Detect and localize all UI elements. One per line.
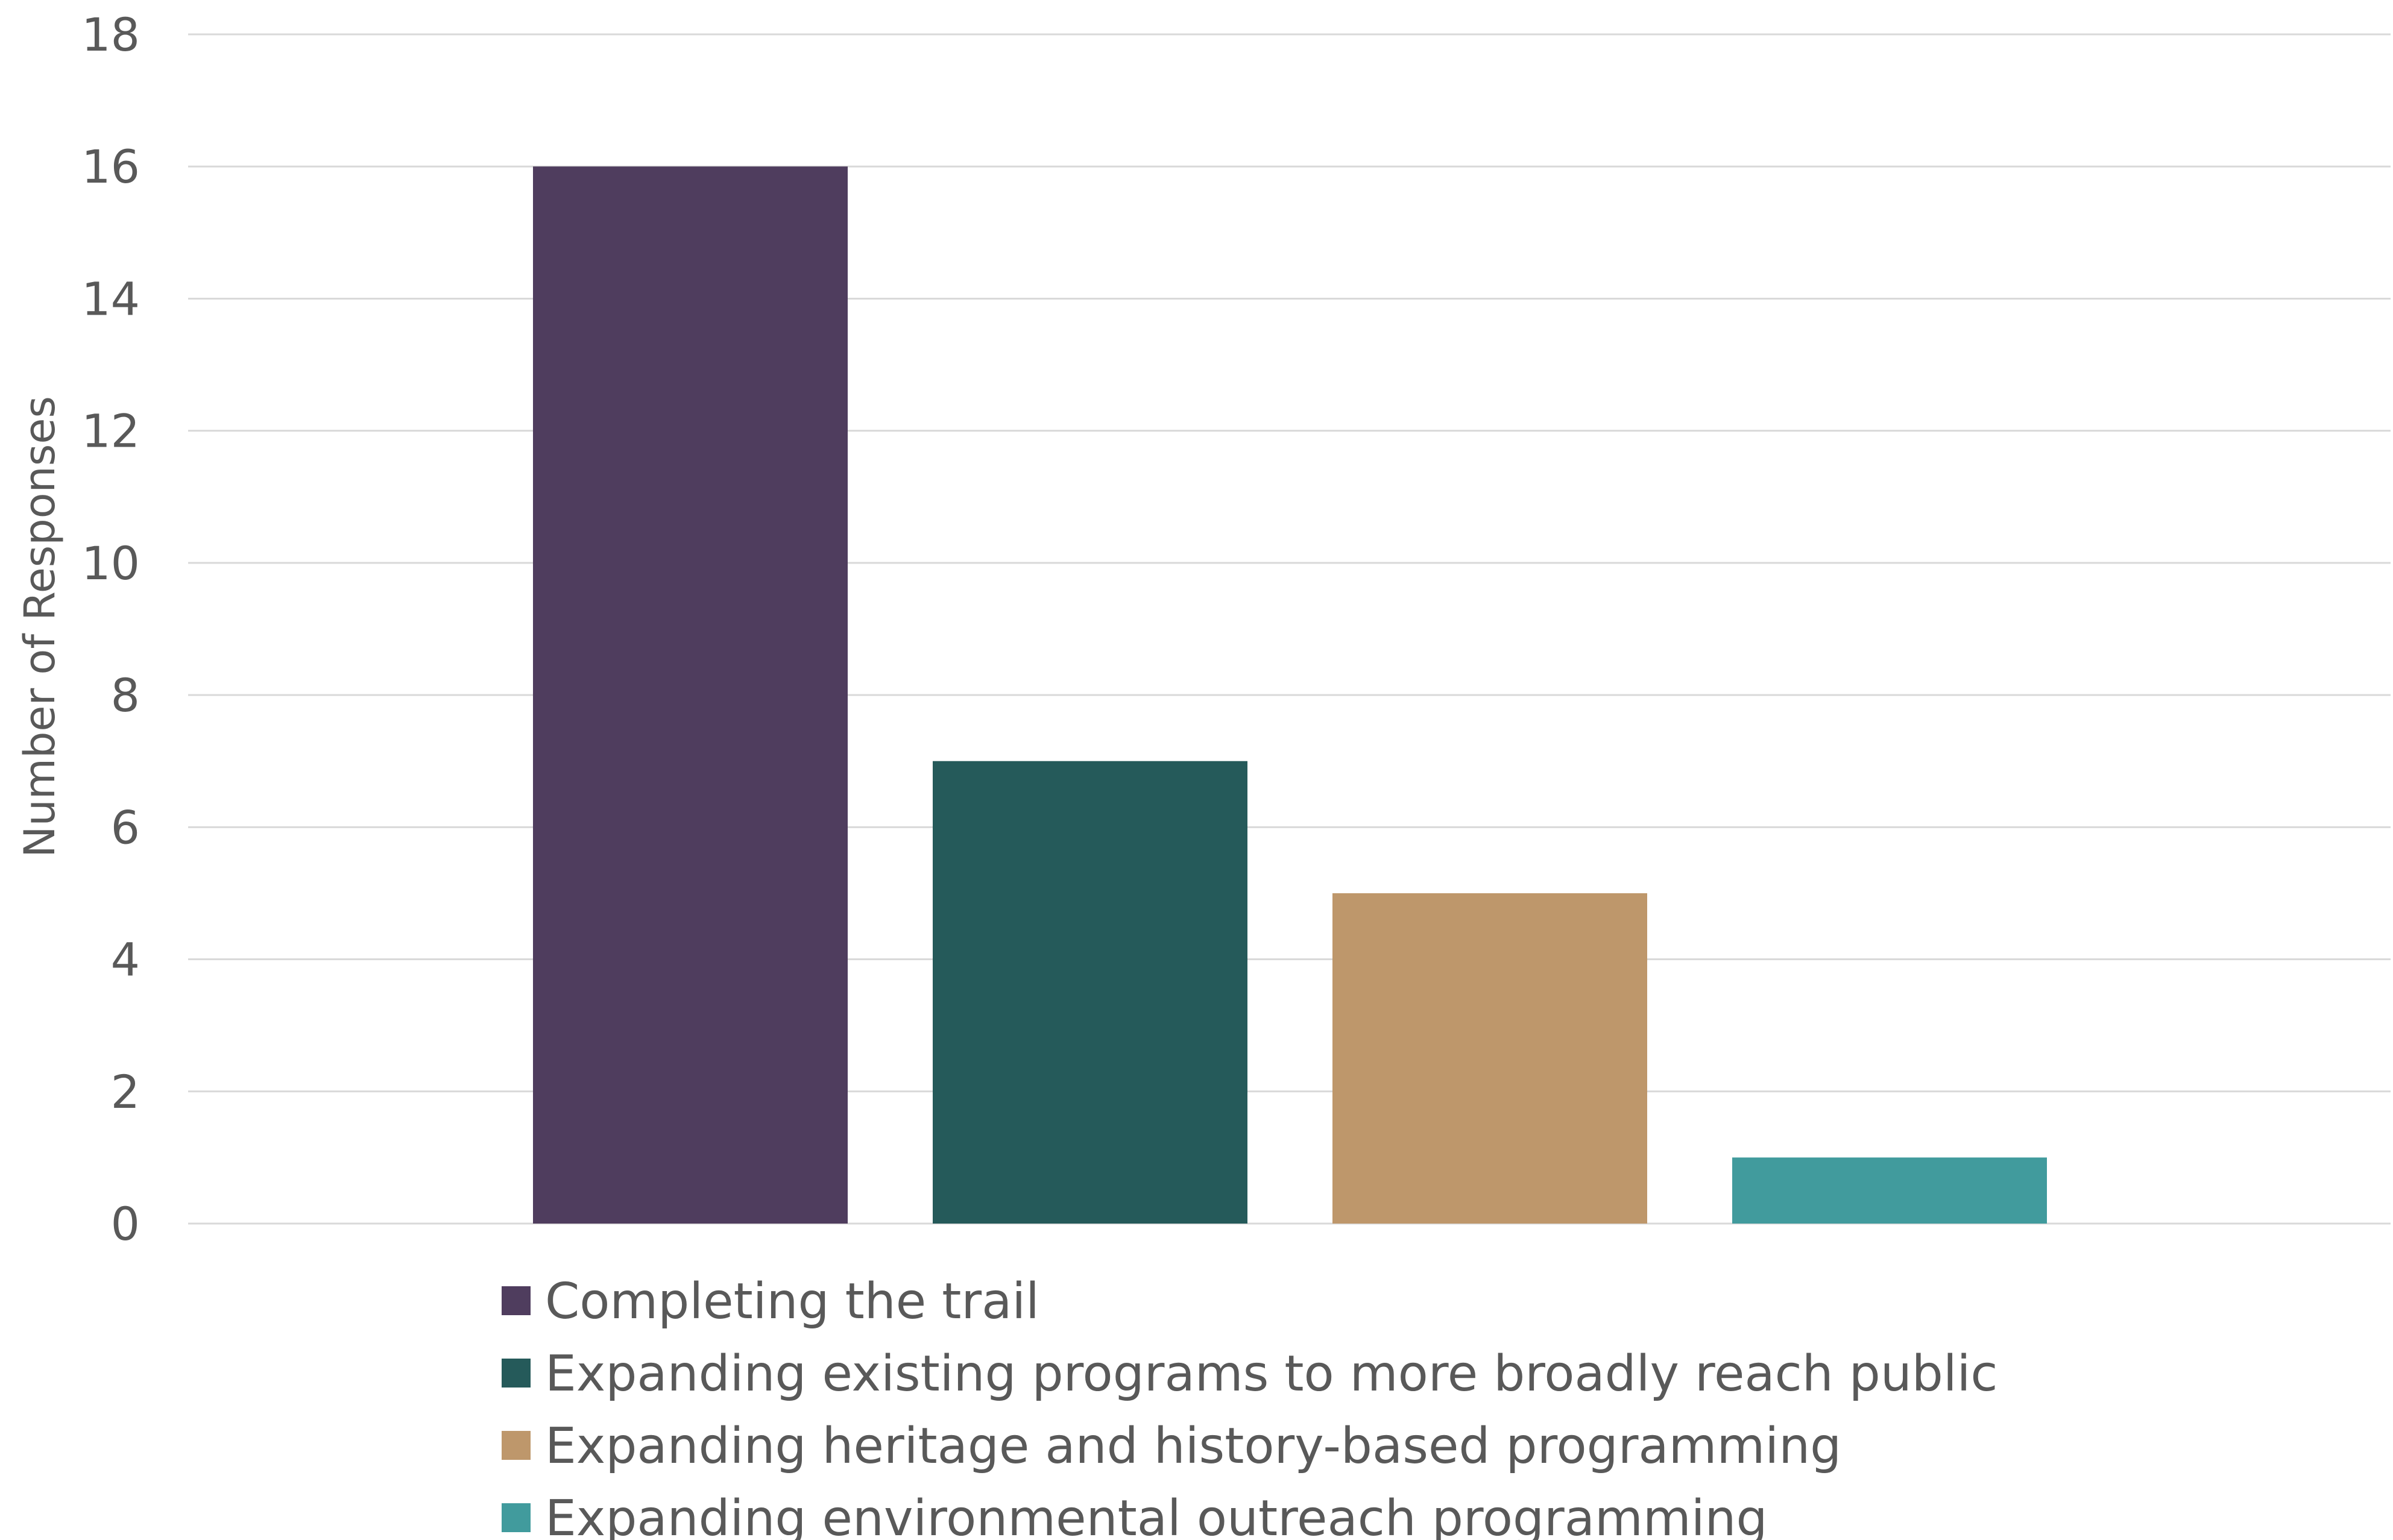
bar-1 xyxy=(533,166,848,1224)
legend-swatch xyxy=(502,1503,531,1532)
legend-label: Expanding existing programs to more broa… xyxy=(545,1345,1998,1403)
gridlines xyxy=(188,33,2391,1225)
y-tick-label: 12 xyxy=(81,404,140,458)
y-tick-label: 18 xyxy=(81,8,140,61)
bar-3 xyxy=(1332,893,1647,1224)
y-axis-ticks: 0 2 4 6 8 10 12 14 16 18 xyxy=(81,8,140,1251)
legend-item: Expanding environmental outreach program… xyxy=(502,1490,1768,1540)
y-axis-title: Number of Responses xyxy=(15,396,65,858)
y-tick-label: 14 xyxy=(81,272,140,325)
legend-item: Completing the trail xyxy=(502,1273,1039,1330)
y-tick-label: 8 xyxy=(111,668,140,722)
y-tick-label: 4 xyxy=(111,933,140,987)
legend-swatch xyxy=(502,1431,531,1460)
legend-item: Expanding existing programs to more broa… xyxy=(502,1345,1998,1403)
y-tick-label: 16 xyxy=(81,140,140,193)
legend-swatch xyxy=(502,1286,531,1315)
legend: Completing the trail Expanding existing p… xyxy=(502,1273,1998,1540)
y-tick-label: 10 xyxy=(81,536,140,590)
legend-swatch xyxy=(502,1359,531,1388)
bars xyxy=(533,166,2047,1224)
bar-4 xyxy=(1732,1157,2047,1224)
bar-2 xyxy=(933,761,1247,1224)
legend-label: Expanding heritage and history-based pro… xyxy=(545,1418,1841,1475)
legend-item: Expanding heritage and history-based pro… xyxy=(502,1418,1841,1475)
y-tick-label: 2 xyxy=(111,1065,140,1119)
y-tick-label: 0 xyxy=(111,1197,140,1251)
legend-label: Completing the trail xyxy=(545,1273,1039,1330)
legend-label: Expanding environmental outreach program… xyxy=(545,1490,1768,1540)
y-tick-label: 6 xyxy=(111,800,140,854)
